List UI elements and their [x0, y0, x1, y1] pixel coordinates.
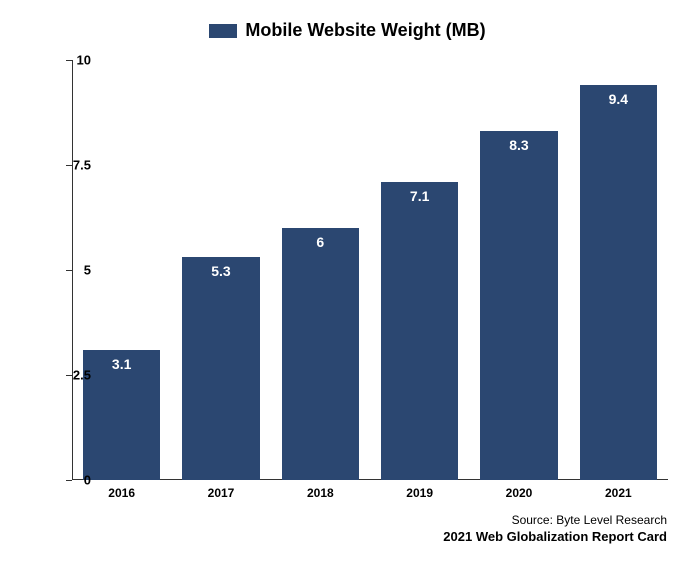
bar-value-label: 6 [282, 234, 359, 250]
bars-group: 3.1 5.3 6 7.1 8.3 9.4 [72, 60, 668, 480]
bar: 6 [282, 228, 359, 480]
y-tick [66, 480, 72, 481]
report-line: 2021 Web Globalization Report Card [443, 529, 667, 544]
x-tick-label: 2018 [307, 486, 334, 500]
y-tick-label: 7.5 [73, 158, 91, 173]
x-tick-label: 2016 [108, 486, 135, 500]
bar-value-label: 3.1 [83, 356, 160, 372]
bar: 9.4 [580, 85, 657, 480]
x-tick-label: 2019 [406, 486, 433, 500]
source-line: Source: Byte Level Research [443, 513, 667, 527]
legend-inner: Mobile Website Weight (MB) [209, 20, 485, 41]
bar-value-label: 9.4 [580, 91, 657, 107]
y-tick [66, 60, 72, 61]
x-tick-label: 2017 [208, 486, 235, 500]
y-tick-label: 2.5 [73, 368, 91, 383]
bar: 8.3 [480, 131, 557, 480]
y-tick [66, 270, 72, 271]
x-tick-label: 2021 [605, 486, 632, 500]
y-tick-label: 10 [77, 53, 91, 68]
chart-footer: Source: Byte Level Research 2021 Web Glo… [443, 513, 667, 544]
bar: 3.1 [83, 350, 160, 480]
bar: 7.1 [381, 182, 458, 480]
legend-swatch [209, 24, 237, 38]
bar-value-label: 5.3 [182, 263, 259, 279]
chart-container: Mobile Website Weight (MB) 3.1 5.3 6 7.1 8.3… [0, 0, 695, 564]
x-tick-label: 2020 [506, 486, 533, 500]
legend: Mobile Website Weight (MB) [0, 20, 695, 43]
bar-value-label: 7.1 [381, 188, 458, 204]
bar-value-label: 8.3 [480, 137, 557, 153]
y-tick [66, 375, 72, 376]
y-tick-label: 5 [84, 263, 91, 278]
plot-area: 3.15.367.18.39.4 20162017201820192020202… [72, 60, 668, 480]
bar: 5.3 [182, 257, 259, 480]
y-tick-label: 0 [84, 473, 91, 488]
chart-title: Mobile Website Weight (MB) [245, 20, 485, 41]
y-tick [66, 165, 72, 166]
